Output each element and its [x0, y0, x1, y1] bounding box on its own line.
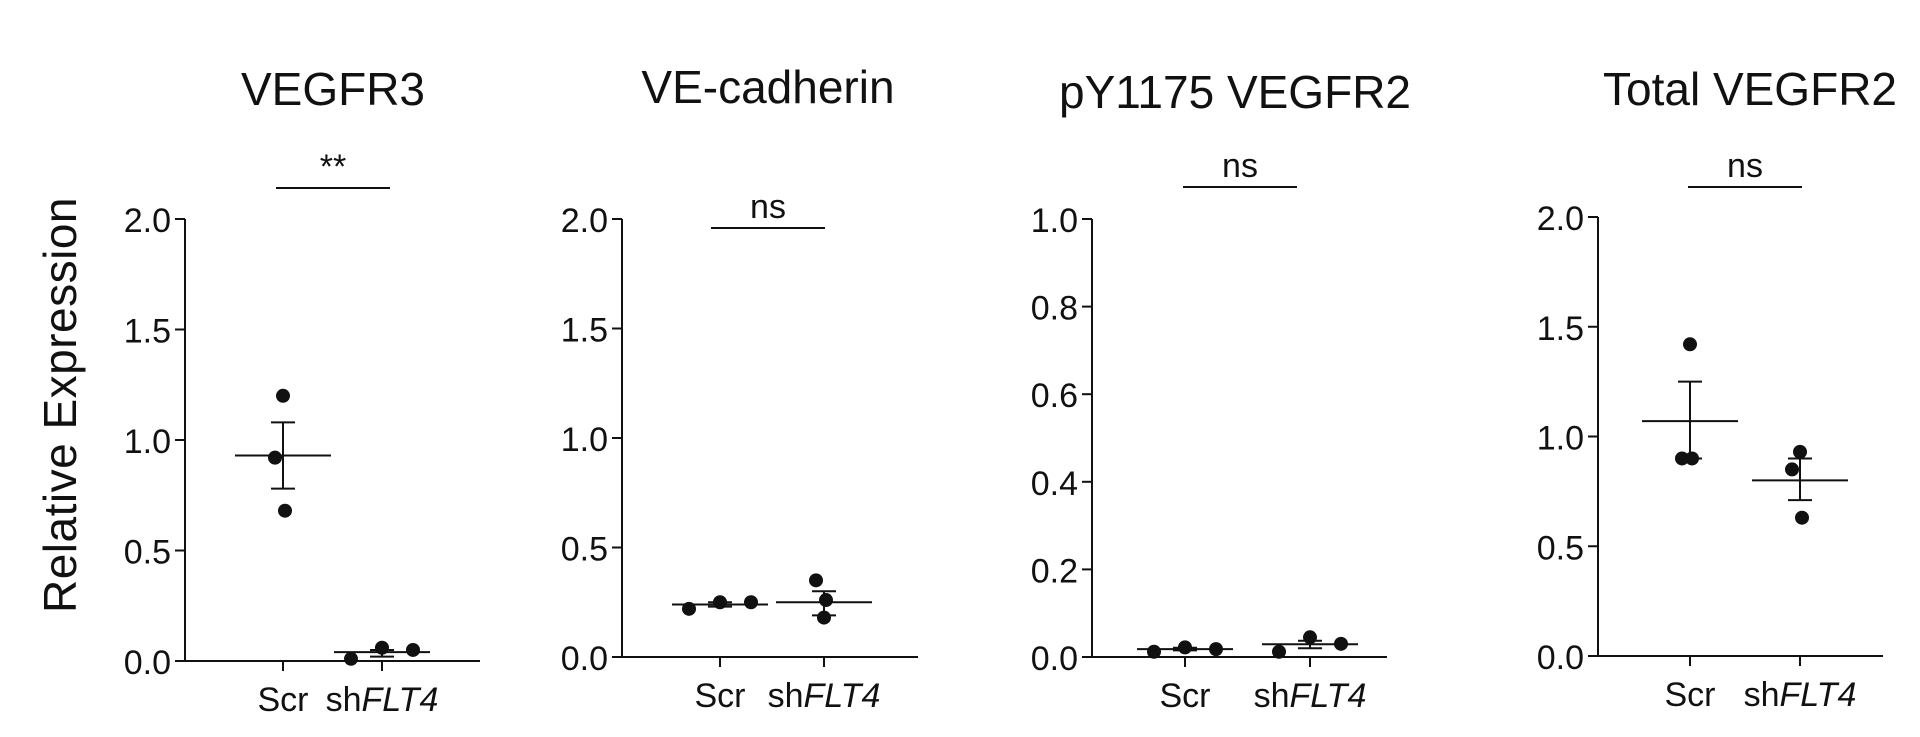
panel-3-x-tick-label: Scr — [1160, 677, 1211, 715]
panel-3-data-point — [1303, 630, 1317, 645]
panel-1: VEGFR3 0.0 0.5 1.0 1.5 2.0 Scr shFLT4 ** — [124, 63, 480, 719]
panel-4-data-point — [1675, 451, 1689, 466]
panel-3-y-tick-label: 0.4 — [1031, 465, 1078, 503]
panel-4-data-point — [1785, 462, 1799, 477]
panel-1-y-tick-label: 0.5 — [124, 534, 171, 572]
panel-2-y-tick-label: 0.5 — [561, 531, 608, 569]
panel-3-x-tick-label: shFLT4 — [1254, 677, 1367, 715]
panel-4-significance-label: ns — [1727, 147, 1763, 185]
panel-4-y-tick-label: 0.5 — [1537, 529, 1584, 567]
panel-4-x-tick-label: Scr — [1665, 676, 1716, 714]
panel-4-data-point — [1793, 444, 1807, 459]
panel-2-data-point — [744, 595, 758, 610]
panel-1-data-point — [276, 388, 290, 403]
panel-1-data-point — [406, 642, 420, 657]
panel-2-y-tick-label: 1.5 — [561, 312, 608, 350]
panel-4-y-tick-label: 2.0 — [1537, 200, 1584, 238]
panel-1-data-point — [344, 651, 358, 666]
panel-1-y-tick-label: 1.5 — [124, 313, 171, 351]
panel-1-x-tick-label: Scr — [258, 681, 309, 719]
panel-4-title: Total VEGFR2 — [1603, 63, 1897, 115]
panel-4-y-tick-label: 0.0 — [1537, 639, 1584, 677]
panel-1-y-tick-label: 2.0 — [124, 202, 171, 240]
panel-2-y-tick-label: 0.0 — [561, 640, 608, 678]
panel-3-y-tick-label: 0.0 — [1031, 640, 1078, 678]
panel-1-data-point — [278, 503, 292, 518]
panel-4-y-tick-label: 1.5 — [1537, 310, 1584, 348]
panel-2-y-tick-label: 2.0 — [561, 202, 608, 240]
panel-4-x-tick-label: shFLT4 — [1744, 676, 1857, 714]
panel-1-title: VEGFR3 — [241, 63, 425, 115]
panel-1-data-point — [375, 640, 389, 655]
panel-1-y-tick-label: 1.0 — [124, 423, 171, 461]
panel-1-y-tick-label: 0.0 — [124, 644, 171, 682]
panel-2-y-tick-label: 1.0 — [561, 421, 608, 459]
panel-1-x-tick-label: shFLT4 — [326, 681, 439, 719]
panel-4-data-point — [1685, 451, 1699, 466]
panel-3-y-tick-label: 0.6 — [1031, 377, 1078, 415]
panel-3-title: pY1175 VEGFR2 — [1059, 66, 1411, 118]
panel-4: Total VEGFR2 0.0 0.5 1.0 1.5 2.0 Scr shFLT4 ns — [1537, 63, 1897, 714]
panel-3-data-point — [1178, 640, 1192, 655]
panel-2-x-tick-label: Scr — [695, 677, 746, 715]
panel-2-title: VE-cadherin — [641, 61, 894, 113]
panel-2: VE-cadherin 0.0 0.5 1.0 1.5 2.0 Scr shFLT4 ns — [561, 61, 918, 715]
panel-3: pY1175 VEGFR2 0.0 0.2 0.4 0.6 0.8 1.0 Scr shFLT4… — [1031, 66, 1411, 715]
panel-4-data-point — [1683, 337, 1697, 352]
y-axis-label: Relative Expression — [14, 160, 106, 650]
panel-3-significance-label: ns — [1222, 147, 1258, 185]
panel-2-x-tick-label: shFLT4 — [768, 677, 881, 715]
panel-3-data-point — [1334, 636, 1348, 651]
panel-1-data-point — [268, 450, 282, 465]
panel-4-y-tick-label: 1.0 — [1537, 420, 1584, 458]
panel-3-y-tick-label: 0.2 — [1031, 552, 1078, 590]
panel-1-significance-label: ** — [320, 148, 346, 186]
panel-3-data-point — [1209, 642, 1223, 657]
panel-2-data-point — [713, 595, 727, 610]
y-axis-label-text: Relative Expression — [34, 196, 86, 614]
panel-3-y-tick-label: 0.8 — [1031, 290, 1078, 328]
panel-2-data-point — [817, 610, 831, 625]
panel-4-data-point — [1795, 510, 1809, 525]
panel-2-data-point — [682, 601, 696, 616]
panel-2-significance-label: ns — [750, 188, 786, 226]
panel-2-data-point — [809, 573, 823, 588]
panel-3-data-point — [1272, 644, 1286, 659]
panel-3-data-point — [1147, 644, 1161, 659]
panel-2-data-point — [819, 593, 833, 608]
panel-3-y-tick-label: 1.0 — [1031, 202, 1078, 240]
